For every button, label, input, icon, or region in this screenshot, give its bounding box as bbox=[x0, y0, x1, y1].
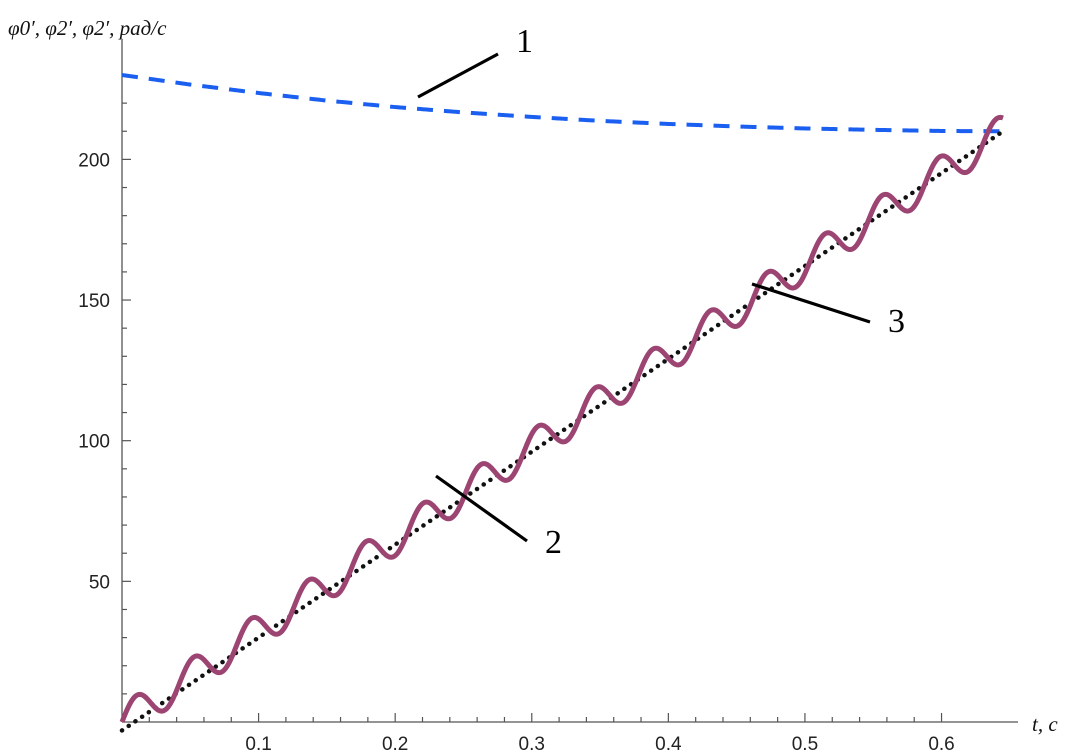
series-line-3 bbox=[119, 114, 1005, 723]
axes: 0.1 0.2 0.3 0.4 0.5 0.6 50 100 150 200 bbox=[78, 40, 1018, 754]
x-tick-label: 0.4 bbox=[655, 734, 682, 754]
series-layer bbox=[119, 73, 1006, 733]
y-tick-label: 100 bbox=[78, 432, 110, 453]
x-axis-label: t, c bbox=[1032, 712, 1058, 736]
y-tick-label: 150 bbox=[78, 291, 110, 312]
y-ticks: 50 100 150 200 bbox=[78, 102, 131, 695]
annotations: 1 2 3 bbox=[417, 23, 905, 561]
x-tick-label: 0.2 bbox=[382, 734, 408, 754]
x-tick-label: 0.3 bbox=[519, 734, 545, 754]
x-tick-label: 0.1 bbox=[245, 734, 271, 754]
curve-label-2: 2 bbox=[545, 524, 562, 561]
x-ticks: 0.1 0.2 0.3 0.4 0.5 0.6 bbox=[148, 713, 955, 754]
leader-line-1 bbox=[417, 52, 499, 99]
curve-label-3: 3 bbox=[888, 303, 905, 340]
y-axis-label: φ0′, φ2′, φ2′, рад/с bbox=[8, 16, 167, 40]
leader-line-3 bbox=[751, 282, 871, 324]
y-tick-label: 50 bbox=[89, 572, 110, 593]
series-line-2 bbox=[119, 129, 1006, 733]
x-tick-label: 0.6 bbox=[928, 734, 954, 754]
leader-line-2 bbox=[435, 474, 528, 543]
y-tick-label: 200 bbox=[78, 150, 110, 171]
x-tick-label: 0.5 bbox=[792, 734, 818, 754]
series-line-1 bbox=[121, 73, 1004, 134]
curve-label-1: 1 bbox=[516, 23, 533, 60]
